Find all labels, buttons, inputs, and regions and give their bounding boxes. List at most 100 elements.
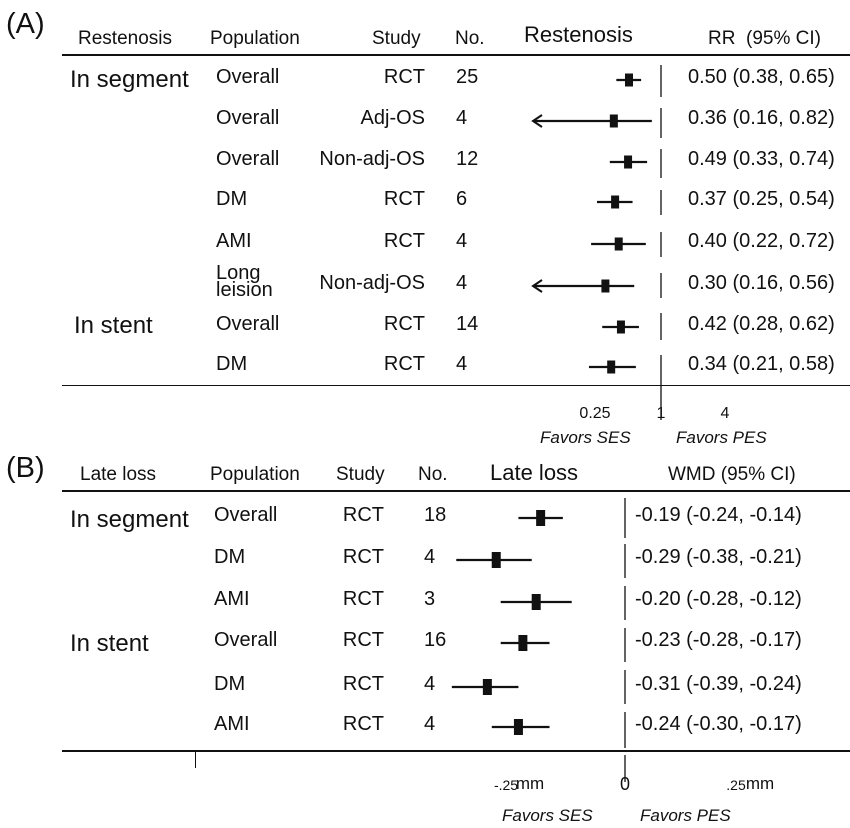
row-study: RCT [383,313,425,335]
row-count: 16 [424,629,447,651]
tick-label: .25 [726,777,746,793]
row-population: Overall [214,629,278,651]
row-population: AMI [214,713,250,735]
row-study: RCT [342,504,384,526]
row-population: Overall [214,504,278,526]
tick-label: 4 [721,405,730,422]
point-estimate [616,320,625,334]
row-effect-label: -0.20 (-0.28, -0.12) [635,588,802,610]
point-estimate [609,114,618,128]
row-study: RCT [383,188,425,210]
row-count: 25 [456,66,479,88]
row-population: DM [216,188,248,210]
row-count: 4 [424,713,436,735]
plot-title: Late loss [490,460,579,485]
header-effect-measure: RR [708,28,736,49]
row-population: AMI [216,230,252,252]
row-effect-label: -0.24 (-0.30, -0.17) [635,713,802,735]
point-estimate [536,510,546,526]
point-estimate [611,195,620,209]
point-estimate [518,635,528,651]
header-study: Study [336,464,385,485]
row-effect-label: 0.42 (0.28, 0.62) [688,313,835,335]
favors-left-label: Favors SES [502,806,593,825]
header-population: Population [210,28,300,49]
row-population: AMI [214,588,250,610]
top-rule [62,490,850,492]
row-effect-label: -0.19 (-0.24, -0.14) [635,504,802,526]
favors-right-label: Favors PES [676,428,767,447]
favors-left-label: Favors SES [540,428,631,447]
row-effect-label: 0.40 (0.22, 0.72) [688,230,835,252]
point-estimate [607,360,616,374]
panel-b-late-loss: (B) Late loss Population Study No. Late … [0,450,850,828]
row-study: RCT [342,588,384,610]
row-study: RCT [383,353,425,375]
header-outcome: Restenosis [78,28,172,49]
plot-title: Restenosis [524,22,633,47]
tick-unit: mm [746,774,774,793]
row-count: 4 [456,230,468,252]
panel-a-restenosis: (A) Restenosis Population Study No. Rest… [6,8,850,447]
row-study: RCT [342,546,384,568]
row-count: 12 [456,148,479,170]
tick-label: 1 [657,405,666,422]
group-label-in-stent: In stent [70,630,149,657]
row-population: DM [216,353,248,375]
bottom-rule [62,385,850,386]
row-count: 4 [424,546,436,568]
row-study: Adj-OS [360,107,425,129]
header-outcome: Late loss [80,464,157,485]
row-count: 4 [424,673,436,695]
row-study: RCT [342,629,384,651]
row-count: 4 [456,107,468,129]
row-population: DM [214,546,246,568]
point-estimate [531,594,541,610]
row-effect-label: 0.50 (0.38, 0.65) [688,66,835,88]
row-count: 14 [456,313,479,335]
header-effect: RR (95% CI) [708,28,821,50]
row-population: Long leision [216,262,273,301]
tick-label: 0 [620,774,630,794]
row-study: Non-adj-OS [319,148,425,170]
header-number: No. [455,28,485,49]
panel-a-label: (A) [6,8,45,40]
forest-plot-a: 0.25 1 4 [531,65,730,422]
row-effect-label: 0.34 (0.21, 0.58) [688,353,835,375]
row-count: 4 [456,353,468,375]
row-effect-label: -0.29 (-0.38, -0.21) [635,546,802,568]
row-population: Overall [216,107,280,129]
header-ci: (95% CI) [746,28,821,49]
row-study: Non-adj-OS [319,272,425,294]
point-estimate [482,679,492,695]
panel-b-label: (B) [6,452,45,484]
row-population: Overall [216,313,280,335]
header-ci: (95% CI) [720,464,796,485]
header-effect-measure: WMD [668,464,716,485]
row-count: 6 [456,188,468,210]
header-effect: WMD (95% CI) [668,464,796,486]
top-rule [62,54,850,56]
group-label-in-segment: In segment [70,506,189,533]
point-estimate [614,237,623,251]
row-study: RCT [342,713,384,735]
row-count: 3 [424,588,436,610]
point-estimate [513,719,523,735]
row-count: 18 [424,504,447,526]
tick-unit: mm [516,774,544,793]
header-number: No. [418,464,448,485]
row-effect-label: 0.36 (0.16, 0.82) [688,107,835,129]
row-study: RCT [383,230,425,252]
point-estimate [624,155,633,169]
tick-label: -.25 [494,777,518,793]
point-estimate [491,552,501,568]
row-population: Overall [216,66,280,88]
point-estimate [601,279,610,293]
group-label-in-stent: In stent [74,312,153,339]
row-count: 4 [456,272,468,294]
header-study: Study [372,28,421,49]
bottom-rule [62,750,850,752]
header-population: Population [210,464,300,485]
axis-stub [195,752,196,768]
